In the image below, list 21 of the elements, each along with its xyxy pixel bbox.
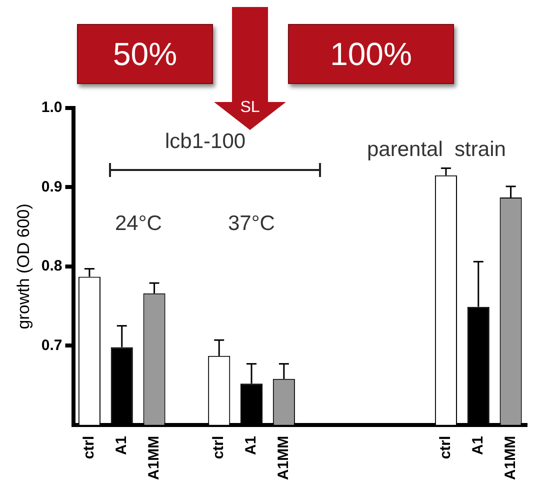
- annotation: 37°C: [228, 212, 275, 236]
- y-tick-label: 0.9: [41, 178, 62, 196]
- x-tick-label: ctrl: [80, 436, 98, 460]
- x-tick-label: ctrl: [437, 436, 454, 460]
- y-tick-label: 0.8: [41, 258, 62, 275]
- x-tick-label: A1MM: [145, 436, 162, 480]
- annotation: parental strain: [367, 138, 506, 162]
- y-tick-label: 1.0: [41, 99, 62, 116]
- x-tick-label: A1: [470, 436, 487, 456]
- x-tick-label: ctrl: [210, 436, 228, 460]
- annotation: lcb1-100: [165, 130, 246, 154]
- x-tick-label: A1MM: [502, 436, 519, 480]
- label-box: 50%: [77, 24, 213, 84]
- annotation: SL: [239, 99, 261, 117]
- annotation: 24°C: [115, 212, 162, 236]
- x-tick-label: A1: [113, 436, 130, 456]
- x-tick-label: A1: [242, 436, 260, 456]
- y-axis-title: growth (OD 600): [14, 204, 33, 330]
- y-tick-label: 0.7: [41, 336, 62, 354]
- x-tick-label: A1MM: [275, 436, 292, 480]
- label-box: 100%: [288, 24, 454, 84]
